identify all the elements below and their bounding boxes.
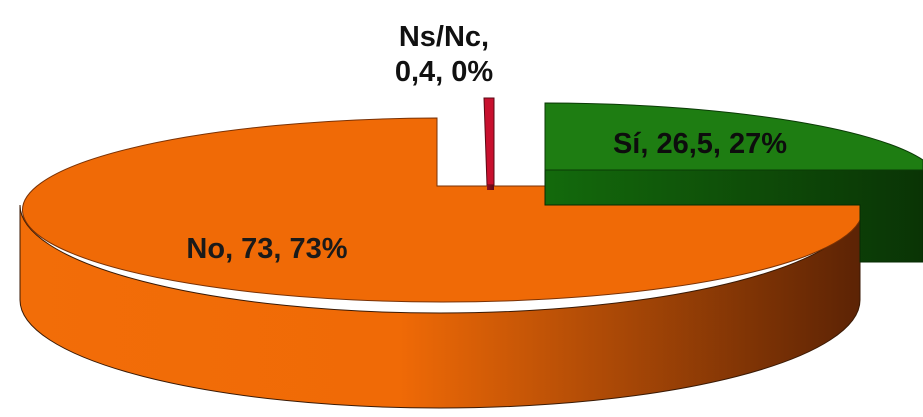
pie-slice-no-top: [22, 117, 863, 303]
pie-slice-si-top: [544, 102, 923, 171]
pie-slice-nsnc: [483, 97, 495, 190]
pie-slice-no-side: [19, 204, 861, 409]
pie-slice-no: [19, 117, 863, 409]
data-label-nsnc-line2: 0,4, 0%: [395, 56, 494, 88]
data-label-no: No, 73, 73%: [186, 233, 347, 265]
data-label-si: Sí, 26,5, 27%: [613, 128, 787, 160]
pie-slice-nsnc-side: [487, 185, 494, 190]
pie-slice-si: [544, 102, 923, 263]
pie-slice-si-side: [544, 169, 923, 263]
data-label-nsnc-line1: Ns/Nc,: [399, 21, 489, 53]
pie-slice-nsnc-top: [483, 97, 495, 186]
